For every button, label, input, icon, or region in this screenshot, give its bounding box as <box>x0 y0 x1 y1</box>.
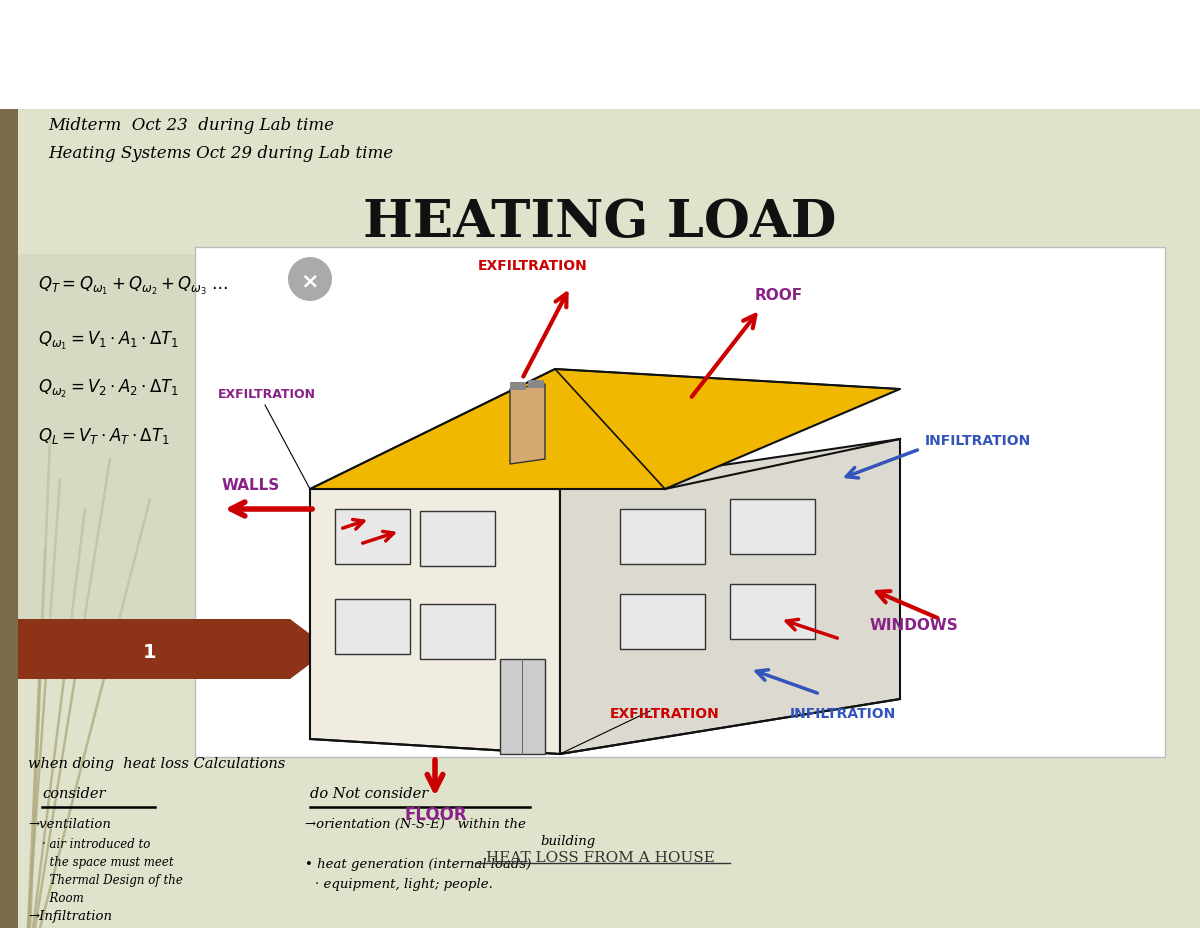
Bar <box>0 110 1200 928</box>
Text: consider: consider <box>42 786 106 800</box>
Circle shape <box>288 258 332 302</box>
Text: · equipment, light; people.: · equipment, light; people. <box>314 877 493 890</box>
Text: WALLS: WALLS <box>222 478 281 493</box>
Text: Room: Room <box>42 891 84 904</box>
Text: EXFILTRATION: EXFILTRATION <box>610 706 720 720</box>
Bar <box>620 509 706 564</box>
Bar <box>620 594 706 650</box>
Text: · air introduced to: · air introduced to <box>42 837 150 850</box>
Bar <box>730 499 815 554</box>
Bar <box>0 0 1200 110</box>
Polygon shape <box>310 369 900 489</box>
Polygon shape <box>510 384 545 465</box>
Text: Midterm  Oct 23  during Lab time: Midterm Oct 23 during Lab time <box>48 117 334 134</box>
Text: do Not consider: do Not consider <box>310 786 428 800</box>
Text: ROOF: ROOF <box>755 288 803 303</box>
Bar <box>18 254 478 625</box>
Text: $Q_{\omega_1} = V_1 \cdot A_1 \cdot \Delta T_1$: $Q_{\omega_1} = V_1 \cdot A_1 \cdot \Del… <box>38 329 179 352</box>
Bar <box>0 110 18 928</box>
Text: 1: 1 <box>143 642 157 661</box>
Bar <box>420 604 496 659</box>
Text: →ventilation: →ventilation <box>28 818 110 831</box>
Bar <box>730 585 815 639</box>
Text: Heating Systems Oct 29 during Lab time: Heating Systems Oct 29 during Lab time <box>48 145 394 161</box>
Text: FLOOR: FLOOR <box>406 806 468 823</box>
Polygon shape <box>310 489 560 754</box>
Text: when doing  heat loss Calculations: when doing heat loss Calculations <box>28 756 286 770</box>
Bar <box>500 659 545 754</box>
Text: building: building <box>540 834 595 847</box>
Bar <box>420 511 496 566</box>
Text: $Q_T = Q_{\omega_1} + Q_{\omega_2} + Q_{\omega_3}\ \ldots$: $Q_T = Q_{\omega_1} + Q_{\omega_2} + Q_{… <box>38 275 228 297</box>
Text: INFILTRATION: INFILTRATION <box>790 706 896 720</box>
Text: Thermal Design of the: Thermal Design of the <box>42 873 182 886</box>
Text: INFILTRATION: INFILTRATION <box>925 433 1031 447</box>
Text: ×: × <box>301 271 319 290</box>
Text: HEATING LOAD: HEATING LOAD <box>364 197 836 247</box>
Text: EXFILTRATION: EXFILTRATION <box>218 388 316 401</box>
Text: →Infiltration: →Infiltration <box>28 909 112 922</box>
Bar <box>335 509 410 564</box>
Bar <box>528 380 544 389</box>
Bar <box>510 382 526 391</box>
Bar <box>335 599 410 654</box>
Text: EXFILTRATION: EXFILTRATION <box>478 259 588 273</box>
Text: →orientation (N-S-E)   within the: →orientation (N-S-E) within the <box>305 818 526 831</box>
Text: HEAT LOSS FROM A HOUSE: HEAT LOSS FROM A HOUSE <box>486 850 714 864</box>
Polygon shape <box>18 619 330 679</box>
Text: the space must meet: the space must meet <box>42 855 174 868</box>
Text: $Q_L = V_T \cdot A_T \cdot \Delta T_1$: $Q_L = V_T \cdot A_T \cdot \Delta T_1$ <box>38 426 170 445</box>
Text: WINDOWS: WINDOWS <box>870 617 959 632</box>
Text: $Q_{\omega_2} = V_2 \cdot A_2 \cdot \Delta T_1$: $Q_{\omega_2} = V_2 \cdot A_2 \cdot \Del… <box>38 378 179 400</box>
Bar <box>194 248 1165 757</box>
Polygon shape <box>560 440 900 754</box>
Text: • heat generation (internal loads): • heat generation (internal loads) <box>305 857 532 870</box>
